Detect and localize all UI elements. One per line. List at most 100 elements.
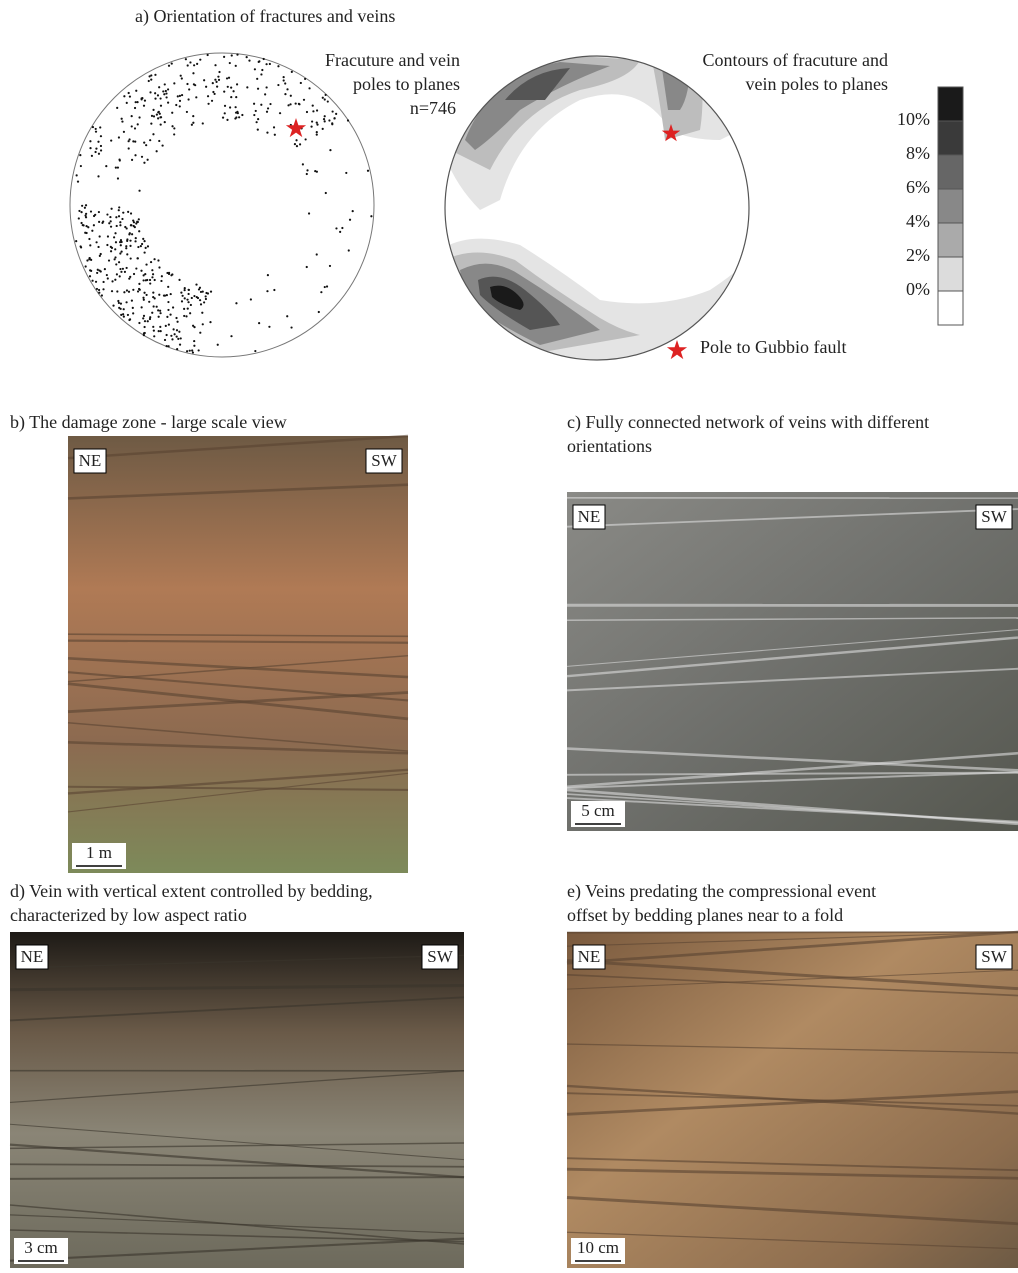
- pole-dot: [179, 100, 181, 102]
- pole-dot: [128, 92, 130, 94]
- pole-dot: [186, 83, 188, 85]
- pole-dot: [324, 98, 326, 100]
- pole-dot: [229, 106, 231, 108]
- pole-dot: [153, 115, 155, 117]
- pole-dot: [207, 103, 209, 105]
- pole-dot: [90, 210, 92, 212]
- pole-dot: [235, 302, 237, 304]
- pole-dot: [227, 86, 229, 88]
- pole-dot: [115, 216, 117, 218]
- pole-dot: [248, 60, 250, 62]
- pole-dot: [100, 149, 102, 151]
- pole-dot: [80, 165, 82, 167]
- pole-dot: [217, 344, 219, 346]
- pole-dot: [145, 279, 147, 281]
- pole-dot: [203, 79, 205, 81]
- pole-dot: [122, 212, 124, 214]
- pole-dot: [214, 79, 216, 81]
- pole-dot: [341, 227, 343, 229]
- pole-dot: [173, 82, 175, 84]
- orientation-label: NE: [21, 947, 44, 966]
- pole-dot: [229, 62, 231, 64]
- pole-dot: [80, 222, 82, 224]
- pole-dot: [180, 75, 182, 77]
- pole-dot: [111, 280, 113, 282]
- pole-dot: [334, 117, 336, 119]
- pole-dot: [254, 350, 256, 352]
- pole-dot: [102, 220, 104, 222]
- pole-dot: [89, 140, 91, 142]
- pole-dot: [205, 86, 207, 88]
- pole-dot: [165, 96, 167, 98]
- pole-dot: [147, 159, 149, 161]
- pole-dot: [140, 270, 142, 272]
- pole-dot: [187, 308, 189, 310]
- pole-dot: [223, 56, 225, 58]
- pole-dot: [266, 290, 268, 292]
- pole-dot: [145, 144, 147, 146]
- pole-dot: [130, 224, 132, 226]
- pole-dot: [286, 315, 288, 317]
- panel-title: d) Vein with vertical extent controlled …: [10, 881, 373, 902]
- pole-dot: [224, 112, 226, 114]
- pole-dot: [322, 128, 324, 130]
- pole-dot: [101, 294, 103, 296]
- pole-dot: [193, 345, 195, 347]
- pole-dot: [234, 117, 236, 119]
- pole-dot: [183, 308, 185, 310]
- pole-dot: [79, 154, 81, 156]
- pole-dot: [230, 96, 232, 98]
- pole-dot: [316, 109, 318, 111]
- pole-dot: [127, 211, 129, 213]
- pole-dot: [157, 117, 159, 119]
- star-legend: Pole to Gubbio fault: [700, 337, 847, 357]
- pole-dot: [163, 294, 165, 296]
- pole-dot: [90, 270, 92, 272]
- pole-dot: [158, 330, 160, 332]
- pole-dot: [159, 312, 161, 314]
- pole-dot: [115, 167, 117, 169]
- pole-dot: [141, 306, 143, 308]
- pole-dot: [154, 74, 156, 76]
- pole-dot: [214, 93, 216, 95]
- pole-dot: [166, 345, 168, 347]
- pole-dot: [143, 105, 145, 107]
- pole-dot: [167, 286, 169, 288]
- scatter-label: poles to planes: [353, 74, 460, 94]
- pole-dot: [114, 256, 116, 258]
- pole-dot: [84, 214, 86, 216]
- pole-dot: [152, 292, 154, 294]
- pole-dot: [143, 299, 145, 301]
- pole-dot: [145, 294, 147, 296]
- pole-dot: [135, 267, 137, 269]
- pole-dot: [187, 293, 189, 295]
- scale-label: 2%: [906, 245, 930, 265]
- scale-label: 6%: [906, 177, 930, 197]
- pole-dot: [124, 271, 126, 273]
- pole-dot: [143, 240, 145, 242]
- pole-dot: [266, 111, 268, 113]
- pole-dot: [306, 266, 308, 268]
- pole-dot: [120, 244, 122, 246]
- pole-dot: [78, 210, 80, 212]
- pole-dot: [131, 125, 133, 127]
- pole-dot: [335, 227, 337, 229]
- pole-dot: [177, 95, 179, 97]
- pole-dot: [154, 297, 156, 299]
- pole-dot: [92, 126, 94, 128]
- pole-dot: [332, 110, 334, 112]
- pole-dot: [325, 192, 327, 194]
- pole-dot: [166, 316, 168, 318]
- pole-dot: [144, 100, 146, 102]
- pole-dot: [138, 230, 140, 232]
- pole-dot: [311, 120, 313, 122]
- pole-dot: [158, 140, 160, 142]
- pole-dot: [133, 273, 135, 275]
- pole-dot: [144, 320, 146, 322]
- pole-dot: [137, 290, 139, 292]
- pole-dot: [142, 238, 144, 240]
- pole-dot: [116, 273, 118, 275]
- pole-dot: [167, 309, 169, 311]
- pole-dot: [114, 258, 116, 260]
- pole-dot: [133, 221, 135, 223]
